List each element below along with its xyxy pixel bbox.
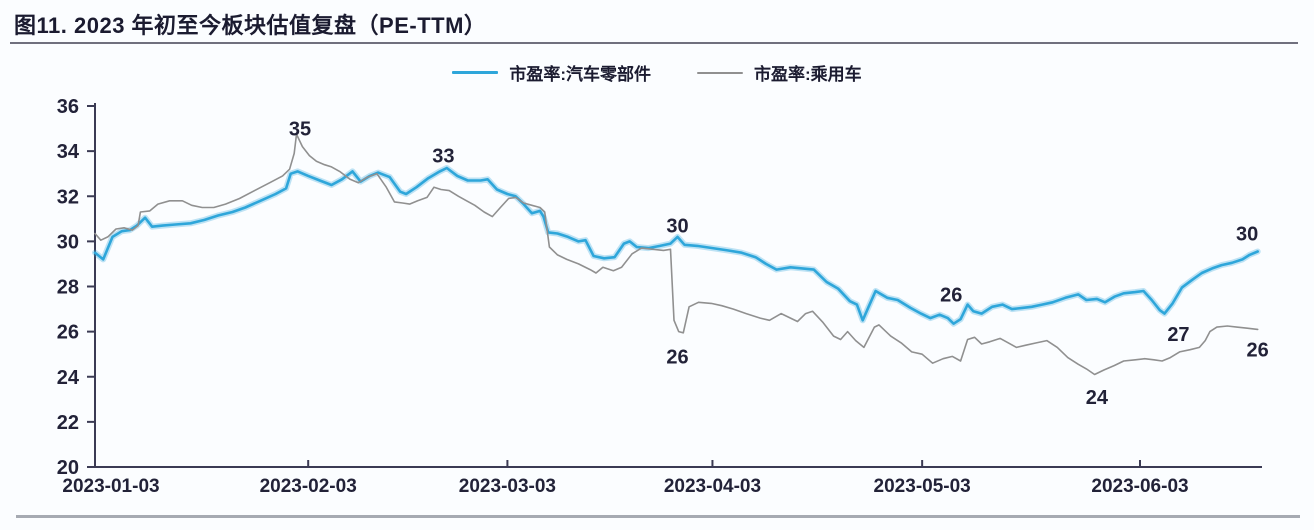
axes: 20 22 24 26 28 30 32 34 36 2023-01-03 2023-02-03 20… <box>57 96 1262 497</box>
title-divider <box>10 42 1298 44</box>
figure-title: 图11. 2023 年初至今板块估值复盘（PE-TTM） <box>14 13 487 38</box>
x-tick-label: 2023-06-03 <box>1091 476 1188 497</box>
series-line-passenger-car <box>94 133 1259 376</box>
y-tick-label: 32 <box>57 186 79 208</box>
bottom-divider <box>16 515 1300 518</box>
value-annotation: 27 <box>1167 324 1189 346</box>
x-tick-label: 2023-01-03 <box>62 476 159 497</box>
value-annotation: 30 <box>1236 223 1258 245</box>
series-line-auto-parts <box>93 166 1259 326</box>
value-annotation: 26 <box>666 346 688 368</box>
legend-line-gray <box>697 71 743 74</box>
legend-label-auto-parts: 市盈率:汽车零部件 <box>509 65 651 84</box>
y-tick-label: 26 <box>57 322 79 344</box>
x-tick-label: 2023-02-03 <box>260 476 357 497</box>
series-lines <box>92 133 1261 376</box>
value-annotation: 30 <box>666 216 688 238</box>
x-tick-label: 2023-05-03 <box>874 476 971 497</box>
y-tick-label: 24 <box>57 367 80 389</box>
value-annotation: 35 <box>289 119 311 141</box>
value-annotation: 33 <box>432 146 454 168</box>
legend-item-passenger-car: 市盈率:乘用车 <box>697 60 862 85</box>
y-tick-label: 36 <box>57 96 79 118</box>
y-tick-label: 22 <box>57 412 79 434</box>
y-tick-label: 30 <box>57 231 79 253</box>
y-tick-label: 20 <box>57 457 79 479</box>
y-tick-label: 34 <box>57 141 80 163</box>
value-annotation: 26 <box>940 284 962 306</box>
legend-label-passenger-car: 市盈率:乘用车 <box>754 65 862 84</box>
legend-line-blue <box>452 71 499 74</box>
x-tick-label: 2023-04-03 <box>664 476 761 497</box>
data-labels: 35 33 30 26 26 24 27 30 26 <box>289 119 1269 409</box>
y-tick-label: 28 <box>57 277 79 299</box>
value-annotation: 26 <box>1247 340 1269 362</box>
series-glow-auto-parts <box>92 165 1261 327</box>
value-annotation: 24 <box>1086 387 1109 409</box>
chart-legend: 市盈率:汽车零部件 市盈率:乘用车 <box>0 60 1314 85</box>
x-tick-label: 2023-03-03 <box>459 476 556 497</box>
legend-item-auto-parts: 市盈率:汽车零部件 <box>452 60 651 85</box>
